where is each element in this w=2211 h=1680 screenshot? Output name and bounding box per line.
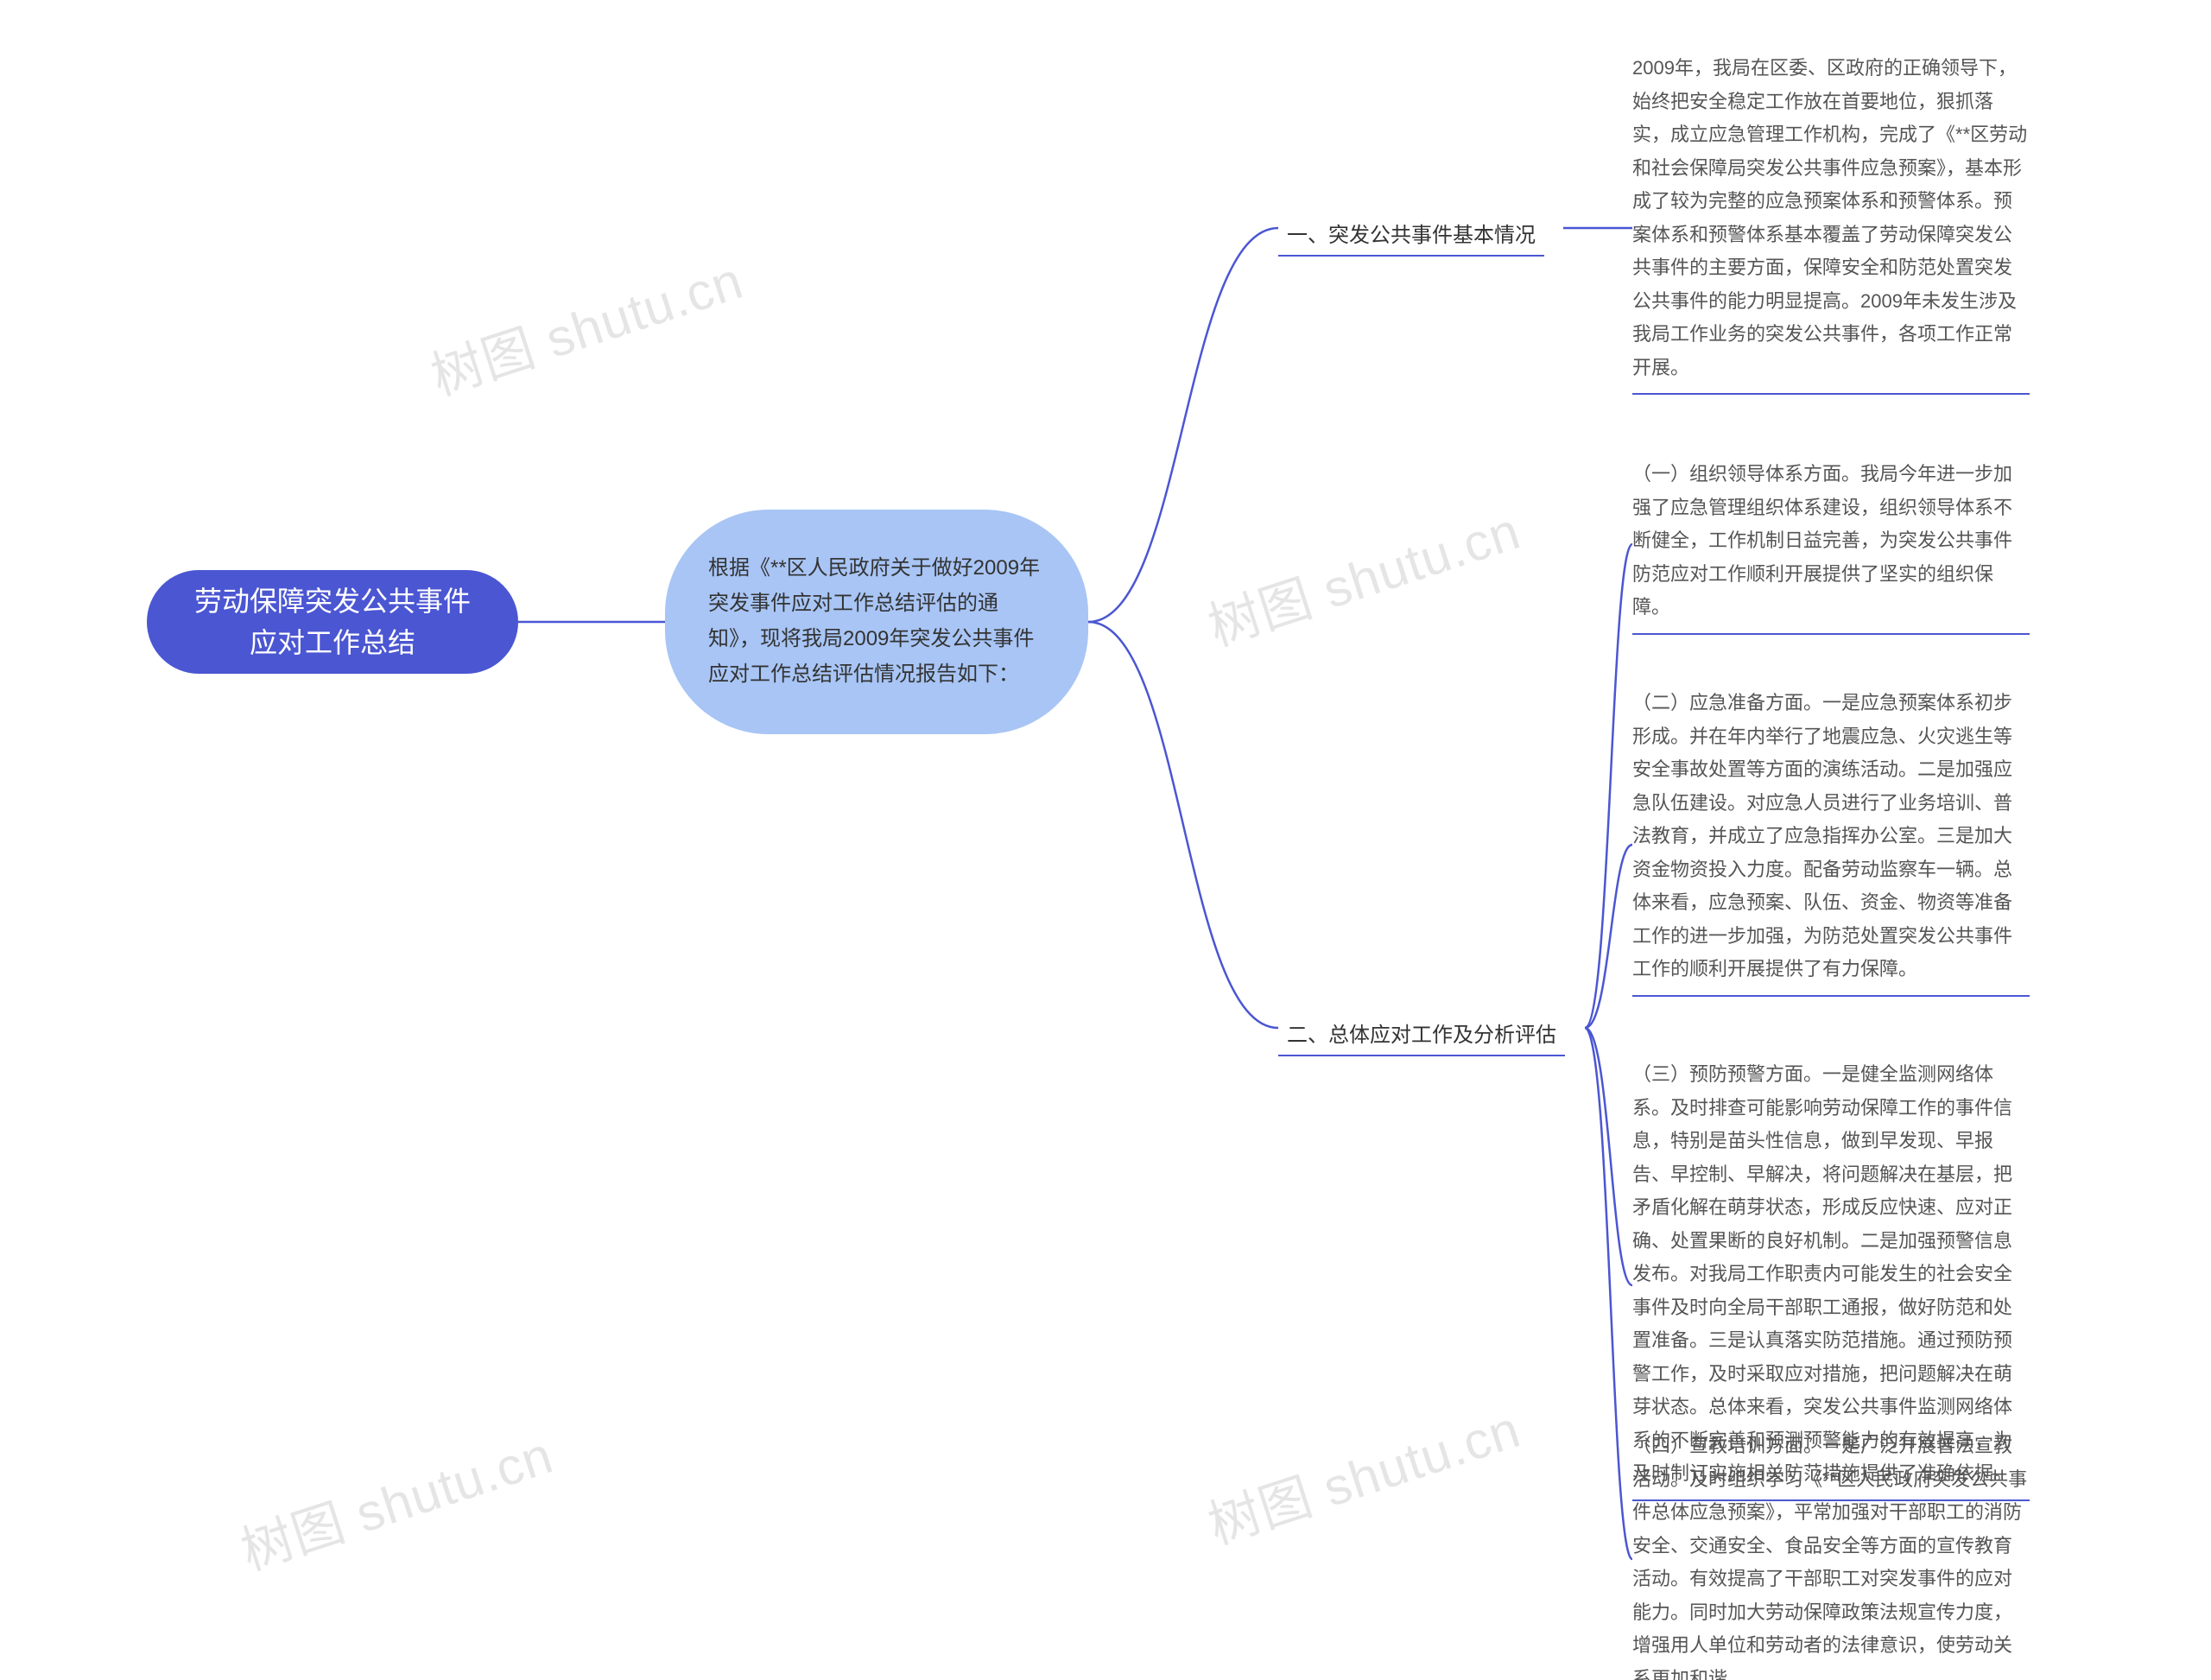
level1-text: 根据《**区人民政府关于做好2009年突发事件应对工作总结评估的通知》，现将我局… [708,551,1045,692]
watermark: 树图 shutu.cn [421,238,751,409]
connector-path [1585,544,1632,1028]
level3-text: （三）预防预警方面。一是健全监测网络体系。及时排查可能影响劳动保障工作的事件信息… [1632,1058,2030,1491]
level3-text: （一）组织领导体系方面。我局今年进一步加强了应急管理组织体系建设，组织领导体系不… [1632,458,2030,624]
level2-node-section1[interactable]: 一、突发公共事件基本情况 [1278,212,1544,257]
connector-path [1585,1028,1632,1559]
watermark: 树图 shutu.cn [231,1413,561,1584]
level3-node-org[interactable]: （一）组织领导体系方面。我局今年进一步加强了应急管理组织体系建设，组织领导体系不… [1632,458,2030,635]
level3-text: （四）宣教培训方面。一是广泛开展普法宣教活动。及时组织学习《**区人民政府突发公… [1632,1430,2030,1680]
root-text: 劳动保障突发公共事件应对工作总结 [181,580,484,663]
level2-node-section2[interactable]: 二、总体应对工作及分析评估 [1278,1012,1565,1056]
watermark: 树图 shutu.cn [1198,489,1529,660]
connector-path [1585,1028,1632,1285]
mindmap-canvas: 劳动保障突发公共事件应对工作总结 根据《**区人民政府关于做好2009年突发事件… [0,0,2211,1680]
level3-node-overview[interactable]: 2009年，我局在区委、区政府的正确领导下，始终把安全稳定工作放在首要地位，狠抓… [1632,52,2030,395]
root-node[interactable]: 劳动保障突发公共事件应对工作总结 [147,570,518,674]
level3-node-training[interactable]: （四）宣教培训方面。一是广泛开展普法宣教活动。及时组织学习《**区人民政府突发公… [1632,1430,2030,1680]
level2-text: 一、突发公共事件基本情况 [1287,218,1536,248]
connector-path [1585,845,1632,1028]
level1-node[interactable]: 根据《**区人民政府关于做好2009年突发事件应对工作总结评估的通知》，现将我局… [665,510,1088,734]
level2-text: 二、总体应对工作及分析评估 [1287,1018,1556,1048]
level3-text: 2009年，我局在区委、区政府的正确领导下，始终把安全稳定工作放在首要地位，狠抓… [1632,52,2030,384]
connector-path [1088,622,1278,1028]
level3-text: （二）应急准备方面。一是应急预案体系初步形成。并在年内举行了地震应急、火灾逃生等… [1632,687,2030,986]
watermark: 树图 shutu.cn [1198,1387,1529,1558]
connector-path [1088,228,1278,622]
level3-node-prep[interactable]: （二）应急准备方面。一是应急预案体系初步形成。并在年内举行了地震应急、火灾逃生等… [1632,687,2030,997]
